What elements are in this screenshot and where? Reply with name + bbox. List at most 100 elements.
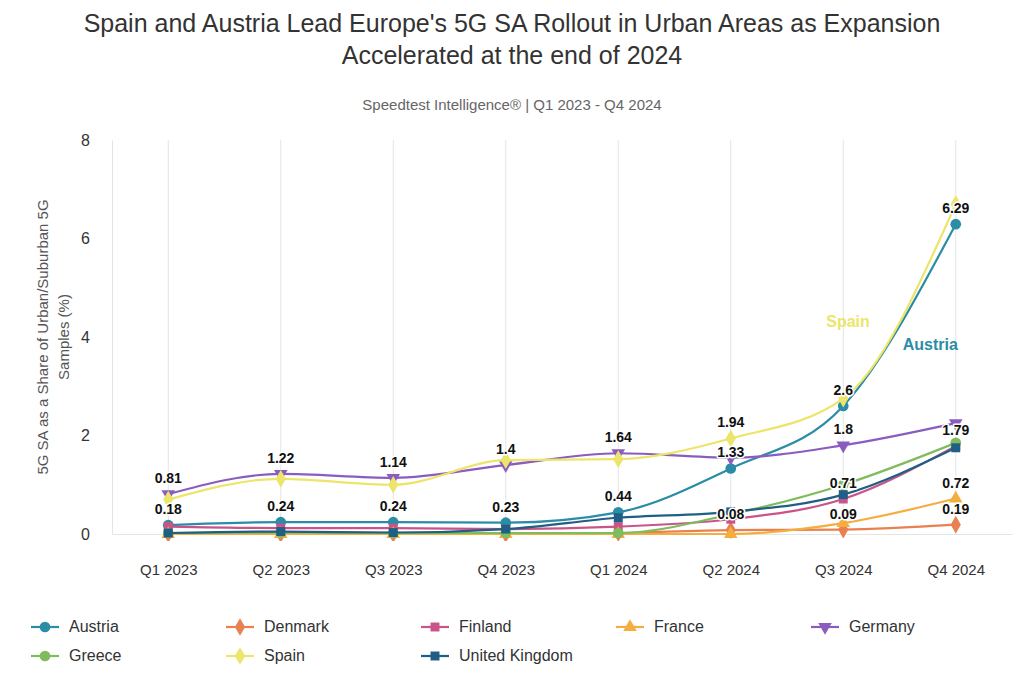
annotation: Spain bbox=[826, 313, 870, 330]
legend-label: Germany bbox=[849, 618, 915, 635]
grid-line-x bbox=[730, 140, 731, 534]
data-label: 0.23 bbox=[492, 499, 519, 515]
legend-marker bbox=[818, 623, 832, 635]
series-line bbox=[168, 204, 956, 500]
x-tick-label: Q1 2024 bbox=[590, 561, 648, 578]
legend-label: Denmark bbox=[264, 618, 330, 635]
point bbox=[501, 525, 511, 541]
data-label: 2.6 bbox=[834, 382, 854, 398]
point bbox=[501, 525, 510, 534]
legend: Austria Denmark Finland France Germany Greece… bbox=[31, 618, 915, 665]
annotation: Austria bbox=[903, 336, 958, 353]
x-tick: Q3 2024 bbox=[815, 534, 873, 578]
data-label: 1.79 bbox=[942, 422, 969, 438]
data-label: 0.19 bbox=[942, 501, 969, 517]
subtitle: Speedtest Intelligence® | Q1 2023 - Q4 2… bbox=[362, 96, 661, 113]
legend-marker bbox=[235, 618, 245, 636]
y-tick: 8 bbox=[81, 132, 112, 149]
data-label: 0.71 bbox=[830, 475, 857, 491]
point bbox=[614, 513, 623, 522]
y-axis-title: 5G SA as a Share of Urban/Suburban 5GSam… bbox=[34, 199, 72, 474]
data-label: 0.18 bbox=[155, 501, 182, 517]
x-tick-label: Q1 2023 bbox=[140, 561, 198, 578]
point bbox=[501, 525, 510, 534]
legend-marker bbox=[235, 647, 245, 665]
y-tick-label: 6 bbox=[81, 230, 90, 247]
y-tick: 6 bbox=[81, 230, 112, 247]
legend-marker bbox=[431, 652, 440, 661]
y-tick-label: 0 bbox=[81, 526, 90, 543]
x-tick: Q2 2024 bbox=[702, 534, 760, 578]
legend-item: Austria bbox=[31, 618, 119, 635]
data-label: 0.24 bbox=[267, 498, 294, 514]
data-label: 1.64 bbox=[605, 429, 632, 445]
y-tick-label: 8 bbox=[81, 132, 90, 149]
point bbox=[839, 490, 848, 499]
legend-item: Spain bbox=[226, 647, 305, 665]
series-line bbox=[168, 443, 956, 533]
chart: Spain and Austria Lead Europe's 5G SA Ro… bbox=[0, 0, 1024, 695]
grid-line-x bbox=[505, 140, 506, 534]
x-axis: Q1 2023Q2 2023Q3 2023Q4 2023Q1 2024Q2 20… bbox=[113, 534, 1013, 578]
point bbox=[164, 529, 173, 538]
y-tick: 4 bbox=[81, 329, 112, 346]
point bbox=[276, 525, 286, 541]
plot-area bbox=[161, 195, 962, 541]
legend-marker bbox=[431, 623, 440, 632]
y-tick-label: 4 bbox=[81, 329, 90, 346]
x-tick-label: Q3 2024 bbox=[815, 561, 873, 578]
legend-label: United Kingdom bbox=[459, 647, 573, 664]
point bbox=[950, 219, 961, 230]
data-label: 1.94 bbox=[717, 414, 744, 430]
legend-item: United Kingdom bbox=[421, 647, 573, 664]
data-label: 1.4 bbox=[496, 441, 516, 457]
point bbox=[611, 526, 625, 538]
x-tick-label: Q2 2024 bbox=[702, 561, 760, 578]
grid-line-x bbox=[618, 140, 619, 534]
point bbox=[724, 526, 738, 538]
data-label: 1.33 bbox=[717, 444, 744, 460]
data-label: 1.8 bbox=[834, 421, 854, 437]
y-tick: 2 bbox=[81, 427, 112, 444]
legend-label: Greece bbox=[69, 647, 122, 664]
legend-item: France bbox=[616, 618, 704, 635]
series-line bbox=[168, 499, 956, 534]
x-tick-label: Q4 2024 bbox=[927, 561, 985, 578]
point bbox=[276, 470, 286, 488]
y-axis-line bbox=[112, 141, 113, 535]
series-line bbox=[168, 448, 956, 533]
legend-marker bbox=[40, 651, 51, 662]
legend-label: France bbox=[654, 618, 704, 635]
legend-label: Austria bbox=[69, 618, 119, 635]
y-axis: 0 2 4 6 8 bbox=[81, 132, 112, 543]
data-label: 0.24 bbox=[380, 498, 407, 514]
data-labels: 0.18 0.24 0.24 0.23 0.44 1.33 2.6 6.29 0.08 0.09 0… bbox=[155, 200, 970, 522]
point bbox=[951, 516, 961, 534]
y-tick: 0 bbox=[81, 526, 112, 543]
data-label: 0.08 bbox=[717, 506, 744, 522]
legend-label: Spain bbox=[264, 647, 305, 664]
data-label: 6.29 bbox=[942, 200, 969, 216]
legend-item: Greece bbox=[31, 647, 122, 664]
legend-item: Denmark bbox=[226, 618, 330, 636]
point bbox=[613, 450, 623, 468]
point bbox=[389, 528, 398, 537]
point bbox=[163, 528, 174, 539]
data-label: 0.72 bbox=[942, 475, 969, 491]
data-label: 1.22 bbox=[267, 450, 294, 466]
legend-label: Finland bbox=[459, 618, 511, 635]
legend-item: Germany bbox=[811, 618, 915, 635]
point bbox=[613, 528, 624, 539]
x-tick-label: Q4 2023 bbox=[477, 561, 535, 578]
data-label: 1.14 bbox=[380, 454, 407, 470]
grid bbox=[168, 140, 956, 534]
x-tick-label: Q2 2023 bbox=[252, 561, 310, 578]
data-label: 0.44 bbox=[605, 488, 632, 504]
point bbox=[951, 443, 960, 452]
point bbox=[836, 441, 850, 453]
point bbox=[388, 476, 398, 494]
point bbox=[388, 528, 399, 539]
title: Spain and Austria Lead Europe's 5G SA Ro… bbox=[84, 9, 941, 69]
legend-marker bbox=[623, 619, 637, 631]
data-label: 0.09 bbox=[830, 506, 857, 522]
